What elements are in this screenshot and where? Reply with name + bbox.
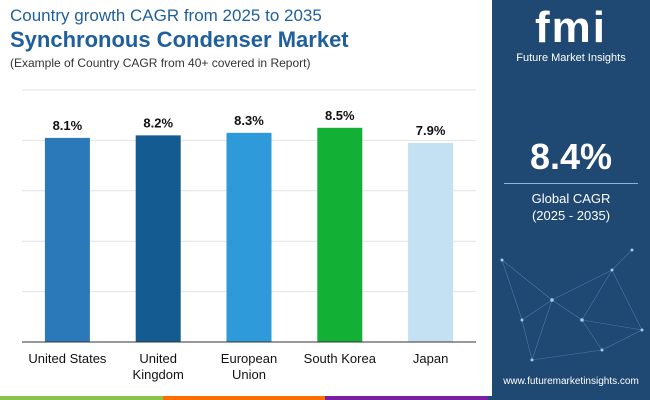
category-label: Japan (413, 351, 448, 366)
data-label: 8.3% (234, 113, 264, 128)
category-label: European (221, 351, 277, 366)
logo-wordmark: fmi (535, 3, 607, 52)
bar (226, 132, 272, 342)
divider (504, 183, 638, 184)
strip-segment (0, 396, 163, 400)
category-label: United States (28, 351, 107, 366)
side-panel: fmi Future Market Insights 8.4% Global C… (492, 0, 650, 400)
chart-header: Country growth CAGR from 2025 to 2035 Sy… (10, 6, 480, 71)
network-graphic (500, 248, 644, 362)
category-label: South Korea (304, 351, 377, 366)
data-label: 7.9% (416, 123, 446, 138)
global-cagr-value: 8.4% (529, 136, 613, 177)
logo-tagline: Future Market Insights (516, 52, 626, 64)
data-label: 8.1% (53, 118, 83, 133)
strip-segment (162, 396, 325, 400)
brand-logo: fmi Future Market Insights (492, 3, 650, 65)
data-label: 8.5% (325, 108, 355, 123)
bar (317, 127, 363, 342)
bottom-color-strip (0, 396, 650, 400)
data-label: 8.2% (143, 115, 173, 130)
category-label: United (139, 351, 177, 366)
market-name: Synchronous Condenser Market (10, 27, 349, 52)
category-label: Union (232, 367, 266, 382)
strip-segment (325, 396, 488, 400)
global-cagr-label: Global CAGR (531, 191, 611, 206)
chart-subtitle: (Example of Country CAGR from 40+ covere… (10, 56, 311, 70)
chart-title: Country growth CAGR from 2025 to 2035 (10, 6, 322, 25)
period-label: (2025 - 2035) (531, 208, 611, 223)
bar (135, 135, 181, 342)
strip-segment (487, 396, 650, 400)
bar (44, 137, 90, 342)
bar (408, 142, 454, 342)
category-label: Kingdom (133, 367, 184, 382)
website-link[interactable]: www.futuremarketinsights.com (503, 376, 639, 387)
